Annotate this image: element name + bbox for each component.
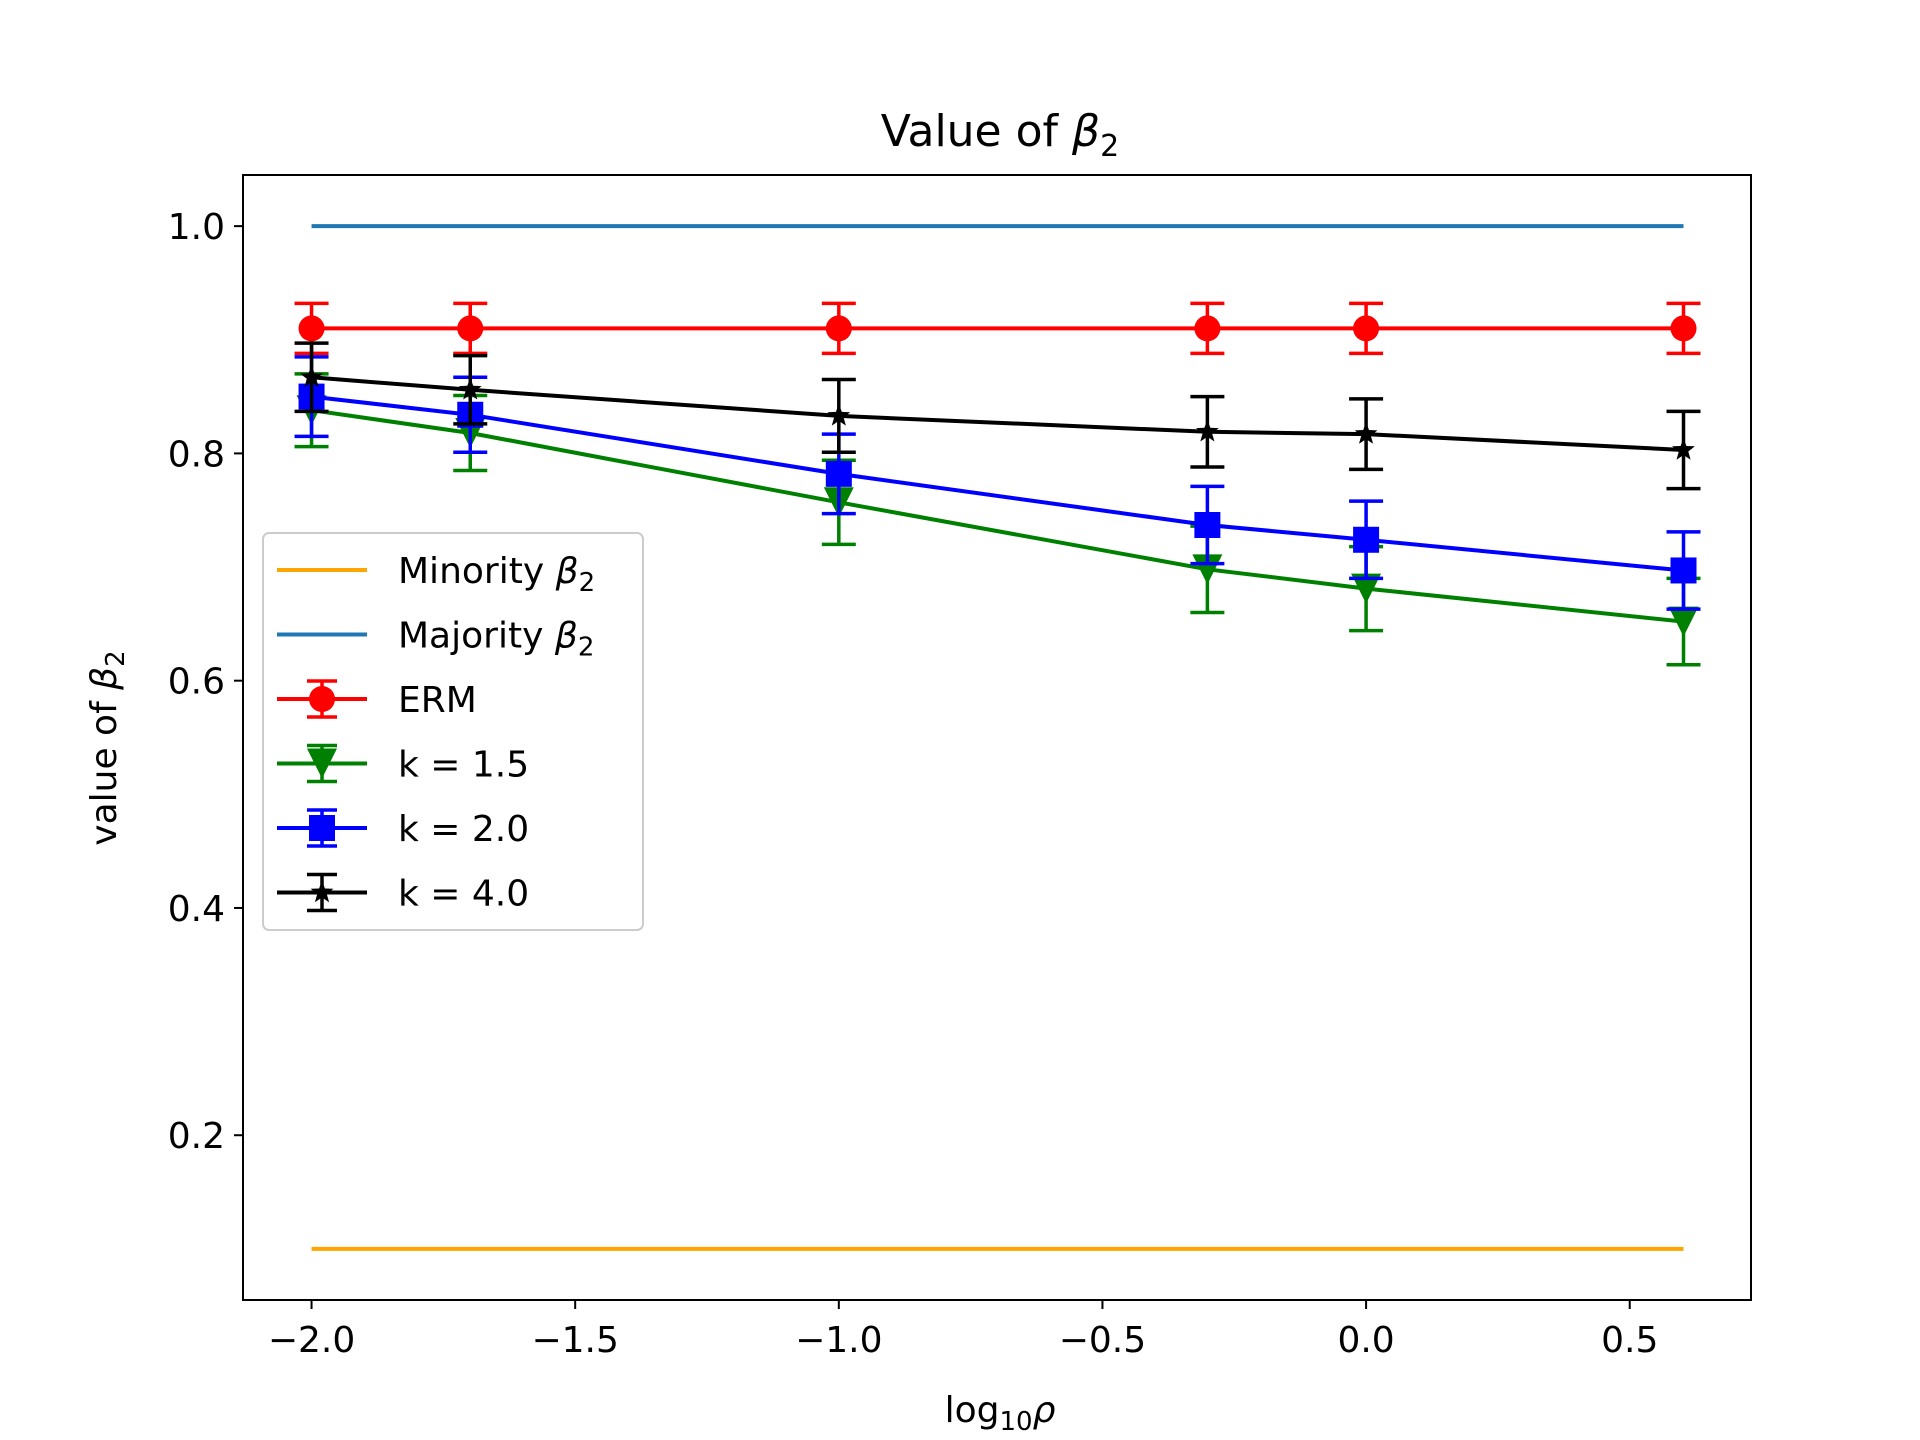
chart-title-symbol: β: [1071, 106, 1100, 157]
x-axis-label-subscript: 10: [999, 1407, 1032, 1437]
data-point: [300, 365, 323, 387]
legend-label-symbol: β: [554, 616, 578, 657]
data-point: [1672, 438, 1695, 460]
y-tick-label: 0.6: [168, 662, 225, 703]
data-point: [1670, 315, 1697, 342]
x-tick-label: −0.5: [1059, 1320, 1146, 1361]
plot-area: [294, 224, 1701, 1251]
data-point: [1668, 606, 1699, 637]
data-point: [1353, 315, 1380, 342]
data-point: [825, 460, 852, 487]
legend-label-text: ERM: [398, 680, 477, 721]
legend-label-text: k = 1.5: [398, 745, 529, 786]
y-axis-label: value of β2: [84, 650, 131, 845]
data-point: [1351, 573, 1382, 604]
data-point: [298, 315, 325, 342]
x-tick-label: 0.5: [1601, 1320, 1658, 1361]
y-tick-label: 1.0: [168, 207, 225, 248]
y-axis-label-subscript: 2: [101, 650, 131, 667]
chart-title: Value of β2: [881, 106, 1119, 164]
data-point: [1353, 526, 1380, 553]
axis-ticks: −2.0 −1.5 −1.0 −0.5 0.0 0.5 0.2 0.4 0.6 0.8 1.0: [168, 207, 1659, 1361]
chart-title-subscript: 2: [1100, 129, 1119, 164]
data-point: [457, 315, 484, 342]
data-point: [1354, 422, 1378, 444]
legend-item: Majority β2: [277, 616, 594, 663]
y-tick-label: 0.8: [168, 434, 225, 475]
data-point: [1194, 512, 1221, 538]
y-axis-label-symbol: β: [84, 667, 125, 691]
series-2: [294, 355, 1701, 611]
legend-label: Minority β2: [398, 551, 595, 598]
legend-label-text: Minority: [398, 551, 556, 592]
y-axis-label-text: value of: [84, 690, 125, 846]
data-point: [827, 403, 851, 426]
y-tick-label: 0.4: [168, 889, 225, 930]
x-tick-label: 0.0: [1337, 1320, 1394, 1361]
legend-label-text: Majority: [398, 616, 555, 657]
series-line: [311, 394, 1684, 573]
legend-label: k = 1.5: [398, 745, 529, 786]
legend-item: Minority β2: [277, 551, 595, 598]
legend-marker: [309, 815, 335, 841]
data-point: [1196, 419, 1219, 442]
axes-frame: [242, 174, 1752, 1301]
data-point: [458, 377, 482, 400]
x-axis-label: log10ρ: [945, 1390, 1056, 1437]
legend-item: ERM: [277, 679, 477, 721]
x-tick-label: −1.0: [795, 1320, 882, 1361]
data-point: [1194, 315, 1221, 342]
legend-box: [262, 532, 644, 931]
legend-marker: [307, 748, 337, 779]
legend-label-subscript: 2: [578, 633, 595, 663]
y-tick-label: 0.2: [168, 1116, 225, 1157]
legend-label: k = 2.0: [398, 809, 529, 850]
legend-item: k = 2.0: [277, 808, 529, 850]
legend-marker: [310, 880, 334, 903]
series-line: [311, 408, 1684, 624]
legend-item: k = 1.5: [277, 743, 529, 786]
chart-title-text: Value of: [881, 106, 1072, 157]
legend-marker: [309, 686, 335, 712]
series-line: [311, 375, 1684, 452]
legend-item: k = 4.0: [277, 872, 529, 915]
legend-label-subscript: 2: [579, 568, 596, 598]
data-point: [825, 315, 852, 342]
legend-label: ERM: [398, 680, 477, 721]
legend-label: k = 4.0: [398, 874, 529, 915]
legend-label-text: k = 2.0: [398, 809, 529, 850]
legend-label-symbol: β: [555, 551, 579, 592]
x-axis-label-symbol: ρ: [1033, 1390, 1056, 1431]
series-3: [294, 341, 1701, 491]
x-tick-label: −1.5: [531, 1320, 618, 1361]
data-point: [1670, 557, 1697, 584]
data-point: [1192, 554, 1223, 585]
legend-label-text: k = 4.0: [398, 874, 529, 915]
x-axis-label-text: log: [945, 1390, 1000, 1431]
legend-label: Majority β2: [398, 616, 594, 663]
x-tick-label: −2.0: [268, 1320, 355, 1361]
